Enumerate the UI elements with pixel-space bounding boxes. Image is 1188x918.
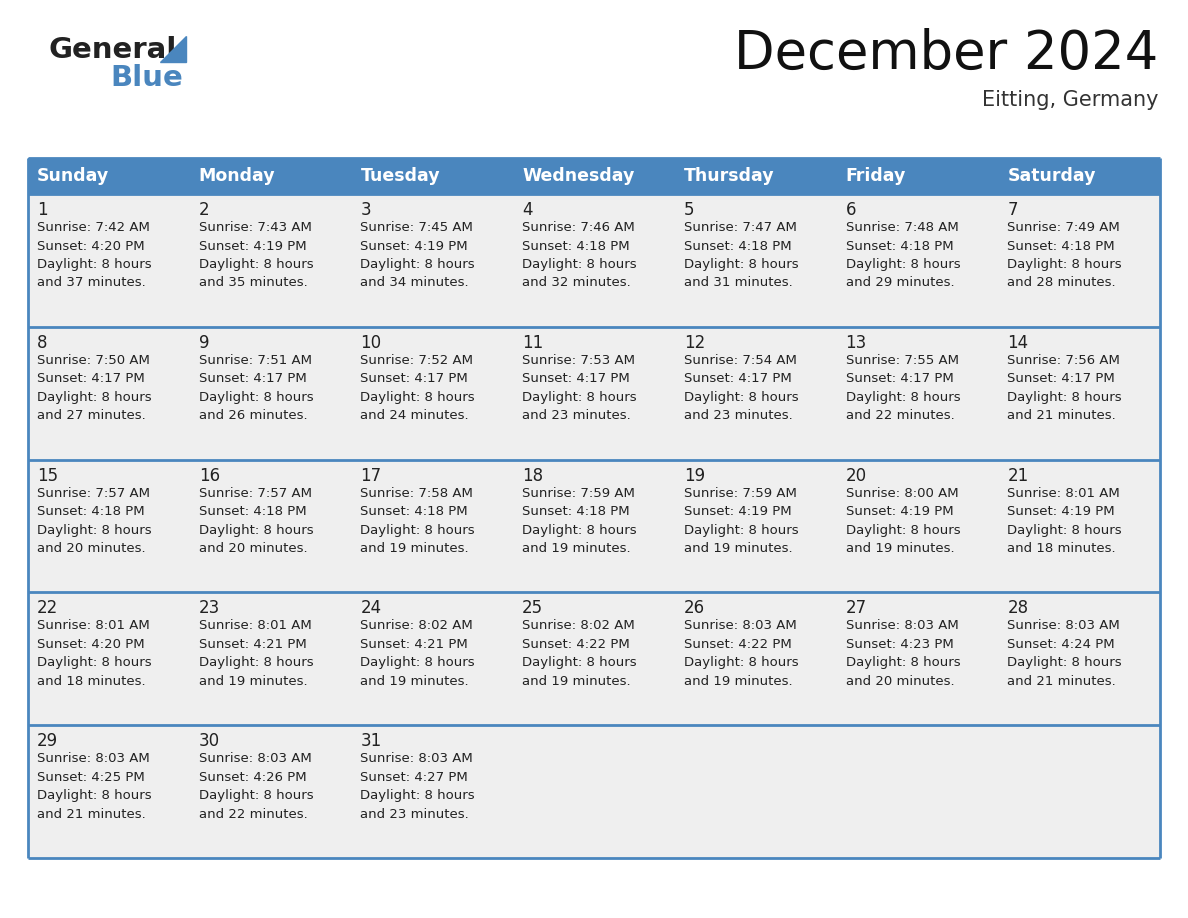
Text: Sunrise: 7:59 AM
Sunset: 4:18 PM
Daylight: 8 hours
and 19 minutes.: Sunrise: 7:59 AM Sunset: 4:18 PM Dayligh… — [523, 487, 637, 555]
Text: Sunrise: 8:03 AM
Sunset: 4:24 PM
Daylight: 8 hours
and 21 minutes.: Sunrise: 8:03 AM Sunset: 4:24 PM Dayligh… — [1007, 620, 1121, 688]
Text: General: General — [48, 36, 176, 64]
Text: 23: 23 — [198, 599, 220, 618]
Text: Monday: Monday — [198, 167, 276, 185]
Text: 27: 27 — [846, 599, 867, 618]
Text: Sunrise: 7:46 AM
Sunset: 4:18 PM
Daylight: 8 hours
and 32 minutes.: Sunrise: 7:46 AM Sunset: 4:18 PM Dayligh… — [523, 221, 637, 289]
Text: 2: 2 — [198, 201, 209, 219]
Text: Sunrise: 8:01 AM
Sunset: 4:19 PM
Daylight: 8 hours
and 18 minutes.: Sunrise: 8:01 AM Sunset: 4:19 PM Dayligh… — [1007, 487, 1121, 555]
Text: Blue: Blue — [110, 64, 183, 92]
Text: Sunrise: 8:03 AM
Sunset: 4:22 PM
Daylight: 8 hours
and 19 minutes.: Sunrise: 8:03 AM Sunset: 4:22 PM Dayligh… — [684, 620, 798, 688]
Text: 24: 24 — [360, 599, 381, 618]
Text: Sunrise: 7:56 AM
Sunset: 4:17 PM
Daylight: 8 hours
and 21 minutes.: Sunrise: 7:56 AM Sunset: 4:17 PM Dayligh… — [1007, 353, 1121, 422]
Text: 11: 11 — [523, 334, 543, 352]
Text: 10: 10 — [360, 334, 381, 352]
Text: Sunrise: 7:58 AM
Sunset: 4:18 PM
Daylight: 8 hours
and 19 minutes.: Sunrise: 7:58 AM Sunset: 4:18 PM Dayligh… — [360, 487, 475, 555]
Text: 17: 17 — [360, 466, 381, 485]
Text: 19: 19 — [684, 466, 704, 485]
Text: 12: 12 — [684, 334, 706, 352]
Bar — [836, 158, 998, 194]
Text: Sunrise: 7:53 AM
Sunset: 4:17 PM
Daylight: 8 hours
and 23 minutes.: Sunrise: 7:53 AM Sunset: 4:17 PM Dayligh… — [523, 353, 637, 422]
Text: Sunrise: 7:47 AM
Sunset: 4:18 PM
Daylight: 8 hours
and 31 minutes.: Sunrise: 7:47 AM Sunset: 4:18 PM Dayligh… — [684, 221, 798, 289]
Text: 14: 14 — [1007, 334, 1029, 352]
Text: 29: 29 — [37, 733, 58, 750]
Text: Sunrise: 7:57 AM
Sunset: 4:18 PM
Daylight: 8 hours
and 20 minutes.: Sunrise: 7:57 AM Sunset: 4:18 PM Dayligh… — [198, 487, 314, 555]
Text: 30: 30 — [198, 733, 220, 750]
Text: 18: 18 — [523, 466, 543, 485]
Bar — [29, 158, 1159, 858]
Text: Sunrise: 7:57 AM
Sunset: 4:18 PM
Daylight: 8 hours
and 20 minutes.: Sunrise: 7:57 AM Sunset: 4:18 PM Dayligh… — [37, 487, 152, 555]
Bar — [352, 158, 513, 194]
Text: Saturday: Saturday — [1007, 167, 1095, 185]
Text: Sunrise: 7:42 AM
Sunset: 4:20 PM
Daylight: 8 hours
and 37 minutes.: Sunrise: 7:42 AM Sunset: 4:20 PM Dayligh… — [37, 221, 152, 289]
Text: Sunrise: 7:52 AM
Sunset: 4:17 PM
Daylight: 8 hours
and 24 minutes.: Sunrise: 7:52 AM Sunset: 4:17 PM Dayligh… — [360, 353, 475, 422]
Text: Sunday: Sunday — [37, 167, 109, 185]
Text: Eitting, Germany: Eitting, Germany — [981, 90, 1158, 110]
Polygon shape — [160, 36, 187, 62]
Text: Sunrise: 8:01 AM
Sunset: 4:21 PM
Daylight: 8 hours
and 19 minutes.: Sunrise: 8:01 AM Sunset: 4:21 PM Dayligh… — [198, 620, 314, 688]
Text: 16: 16 — [198, 466, 220, 485]
Text: Sunrise: 7:59 AM
Sunset: 4:19 PM
Daylight: 8 hours
and 19 minutes.: Sunrise: 7:59 AM Sunset: 4:19 PM Dayligh… — [684, 487, 798, 555]
Text: Sunrise: 8:02 AM
Sunset: 4:22 PM
Daylight: 8 hours
and 19 minutes.: Sunrise: 8:02 AM Sunset: 4:22 PM Dayligh… — [523, 620, 637, 688]
Bar — [513, 158, 675, 194]
Text: Sunrise: 7:54 AM
Sunset: 4:17 PM
Daylight: 8 hours
and 23 minutes.: Sunrise: 7:54 AM Sunset: 4:17 PM Dayligh… — [684, 353, 798, 422]
Text: 13: 13 — [846, 334, 867, 352]
Text: 28: 28 — [1007, 599, 1029, 618]
Text: Sunrise: 8:03 AM
Sunset: 4:23 PM
Daylight: 8 hours
and 20 minutes.: Sunrise: 8:03 AM Sunset: 4:23 PM Dayligh… — [846, 620, 960, 688]
Bar — [190, 158, 352, 194]
Text: December 2024: December 2024 — [734, 28, 1158, 80]
Text: 20: 20 — [846, 466, 867, 485]
Text: 22: 22 — [37, 599, 58, 618]
Text: 15: 15 — [37, 466, 58, 485]
Text: Sunrise: 8:03 AM
Sunset: 4:27 PM
Daylight: 8 hours
and 23 minutes.: Sunrise: 8:03 AM Sunset: 4:27 PM Dayligh… — [360, 752, 475, 821]
Text: Thursday: Thursday — [684, 167, 775, 185]
Bar — [29, 158, 190, 194]
Text: 9: 9 — [198, 334, 209, 352]
Text: Sunrise: 8:00 AM
Sunset: 4:19 PM
Daylight: 8 hours
and 19 minutes.: Sunrise: 8:00 AM Sunset: 4:19 PM Dayligh… — [846, 487, 960, 555]
Text: Sunrise: 7:48 AM
Sunset: 4:18 PM
Daylight: 8 hours
and 29 minutes.: Sunrise: 7:48 AM Sunset: 4:18 PM Dayligh… — [846, 221, 960, 289]
Text: Sunrise: 8:02 AM
Sunset: 4:21 PM
Daylight: 8 hours
and 19 minutes.: Sunrise: 8:02 AM Sunset: 4:21 PM Dayligh… — [360, 620, 475, 688]
Bar — [675, 158, 836, 194]
Text: 7: 7 — [1007, 201, 1018, 219]
Text: 25: 25 — [523, 599, 543, 618]
Bar — [998, 158, 1159, 194]
Text: Sunrise: 7:50 AM
Sunset: 4:17 PM
Daylight: 8 hours
and 27 minutes.: Sunrise: 7:50 AM Sunset: 4:17 PM Dayligh… — [37, 353, 152, 422]
Text: Sunrise: 7:43 AM
Sunset: 4:19 PM
Daylight: 8 hours
and 35 minutes.: Sunrise: 7:43 AM Sunset: 4:19 PM Dayligh… — [198, 221, 314, 289]
Text: 6: 6 — [846, 201, 857, 219]
Text: 21: 21 — [1007, 466, 1029, 485]
Text: Sunrise: 7:51 AM
Sunset: 4:17 PM
Daylight: 8 hours
and 26 minutes.: Sunrise: 7:51 AM Sunset: 4:17 PM Dayligh… — [198, 353, 314, 422]
Text: Sunrise: 8:03 AM
Sunset: 4:26 PM
Daylight: 8 hours
and 22 minutes.: Sunrise: 8:03 AM Sunset: 4:26 PM Dayligh… — [198, 752, 314, 821]
Text: Sunrise: 8:03 AM
Sunset: 4:25 PM
Daylight: 8 hours
and 21 minutes.: Sunrise: 8:03 AM Sunset: 4:25 PM Dayligh… — [37, 752, 152, 821]
Text: 1: 1 — [37, 201, 48, 219]
Text: Friday: Friday — [846, 167, 906, 185]
Text: 26: 26 — [684, 599, 704, 618]
Text: Sunrise: 7:49 AM
Sunset: 4:18 PM
Daylight: 8 hours
and 28 minutes.: Sunrise: 7:49 AM Sunset: 4:18 PM Dayligh… — [1007, 221, 1121, 289]
Text: Sunrise: 8:01 AM
Sunset: 4:20 PM
Daylight: 8 hours
and 18 minutes.: Sunrise: 8:01 AM Sunset: 4:20 PM Dayligh… — [37, 620, 152, 688]
Text: 31: 31 — [360, 733, 381, 750]
Text: 3: 3 — [360, 201, 371, 219]
Text: 8: 8 — [37, 334, 48, 352]
Text: 4: 4 — [523, 201, 532, 219]
Text: 5: 5 — [684, 201, 694, 219]
Text: Tuesday: Tuesday — [360, 167, 440, 185]
Text: Sunrise: 7:45 AM
Sunset: 4:19 PM
Daylight: 8 hours
and 34 minutes.: Sunrise: 7:45 AM Sunset: 4:19 PM Dayligh… — [360, 221, 475, 289]
Text: Sunrise: 7:55 AM
Sunset: 4:17 PM
Daylight: 8 hours
and 22 minutes.: Sunrise: 7:55 AM Sunset: 4:17 PM Dayligh… — [846, 353, 960, 422]
Text: Wednesday: Wednesday — [523, 167, 634, 185]
